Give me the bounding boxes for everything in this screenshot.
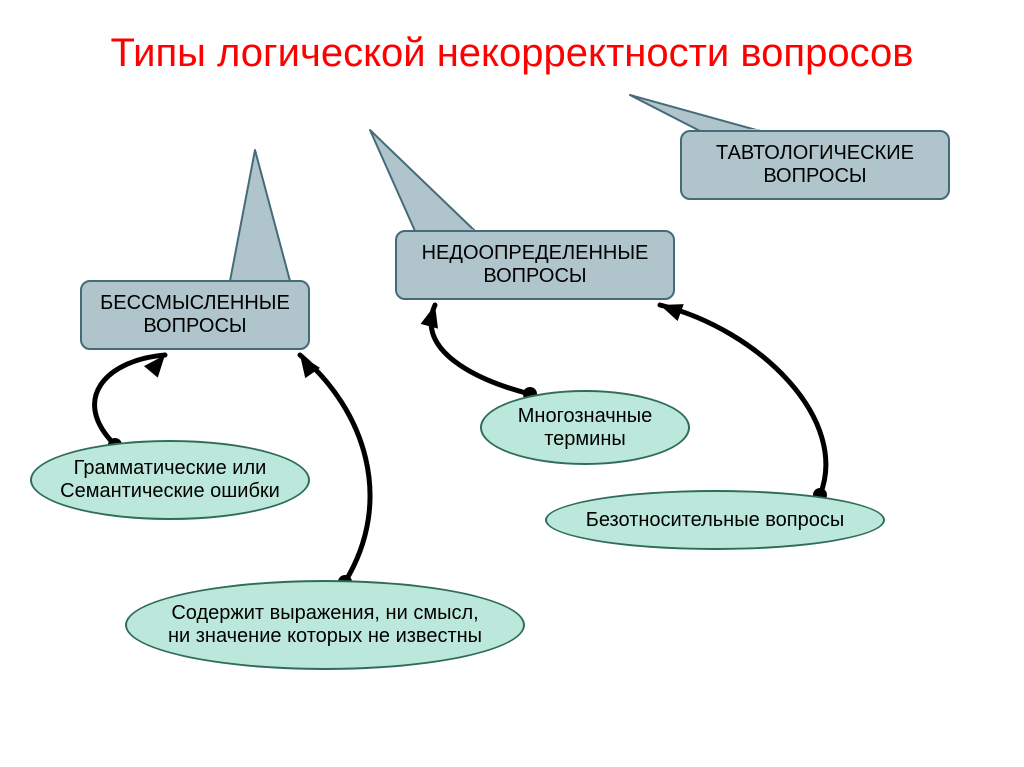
callout-meaningless-label: БЕССМЫСЛЕННЫЕ ВОПРОСЫ [100, 292, 290, 338]
callout-underdetermined: НЕДООПРЕДЕЛЕННЫЕ ВОПРОСЫ [395, 230, 675, 300]
ellipse-irrelative: Безотносительные вопросы [545, 490, 885, 550]
callout-tautological-label: ТАВТОЛОГИЧЕСКИЕ ВОПРОСЫ [716, 142, 914, 188]
ellipse-expressions: Содержит выражения, ни смысл, ни значени… [125, 580, 525, 670]
callout-tautological: ТАВТОЛОГИЧЕСКИЕ ВОПРОСЫ [680, 130, 950, 200]
diagram-stage: Типы логической некорректности вопросов … [0, 0, 1024, 767]
ellipse-expressions-label: Содержит выражения, ни смысл, ни значени… [168, 602, 482, 648]
diagram-title: Типы логической некорректности вопросов [0, 30, 1024, 76]
ellipse-grammatical-label: Грамматические или Семантические ошибки [60, 457, 280, 503]
ellipse-irrelative-label: Безотносительные вопросы [586, 509, 845, 532]
callout-underdetermined-label: НЕДООПРЕДЕЛЕННЫЕ ВОПРОСЫ [422, 242, 649, 288]
ellipse-grammatical: Грамматические или Семантические ошибки [30, 440, 310, 520]
ellipse-ambiguous: Многозначные термины [480, 390, 690, 465]
connectors-layer [0, 0, 1024, 767]
ellipse-ambiguous-label: Многозначные термины [518, 405, 652, 451]
callout-meaningless: БЕССМЫСЛЕННЫЕ ВОПРОСЫ [80, 280, 310, 350]
